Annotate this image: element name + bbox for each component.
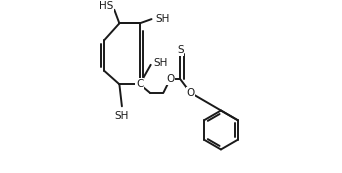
Text: SH: SH [115,111,129,121]
Text: C: C [136,79,143,89]
Text: HS: HS [99,1,114,11]
Text: SH: SH [155,14,169,24]
Text: O: O [186,88,195,98]
Text: SH: SH [154,58,168,68]
Text: S: S [177,45,184,55]
Text: O: O [166,74,174,84]
